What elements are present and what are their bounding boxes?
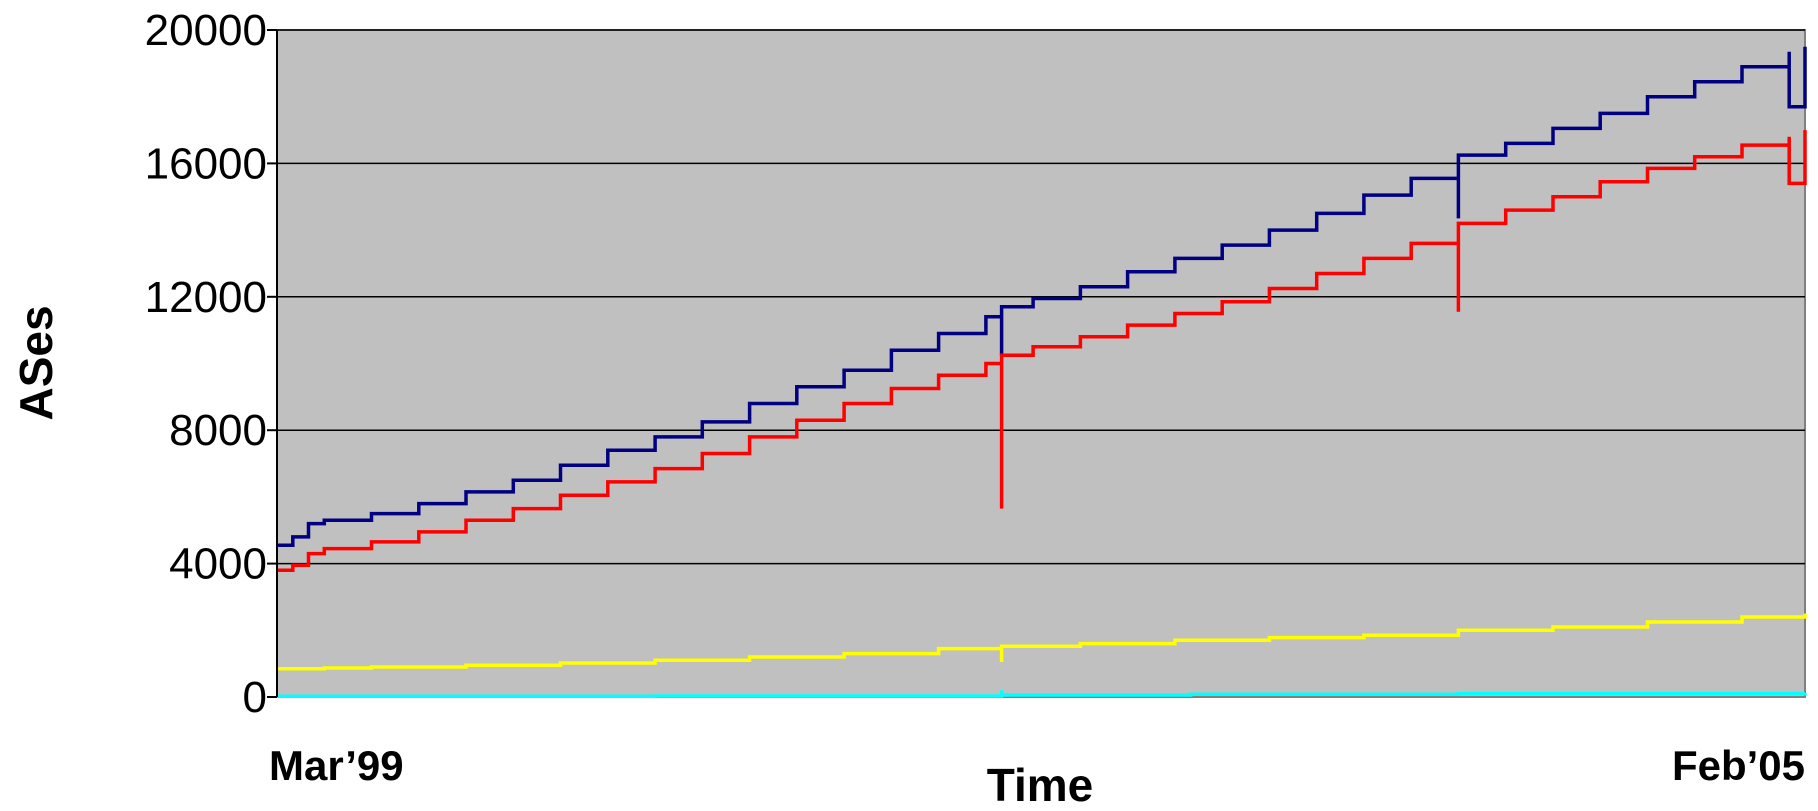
y-tick-label-0: 0	[243, 673, 267, 722]
y-tick-label-16000: 16000	[145, 139, 267, 188]
y-tick-label-12000: 12000	[145, 273, 267, 322]
x-tick-end: Feb’05	[1672, 742, 1805, 789]
x-axis-title: Time	[987, 759, 1094, 811]
y-tick-label-20000: 20000	[145, 6, 267, 55]
y-axis-title: ASes	[10, 305, 62, 420]
y-tick-label-4000: 4000	[169, 540, 267, 589]
x-tick-start: Mar’99	[269, 742, 404, 789]
y-axis-ticks: 0 4000 8000 12000 16000 20000	[145, 6, 277, 722]
y-tick-label-8000: 8000	[169, 406, 267, 455]
